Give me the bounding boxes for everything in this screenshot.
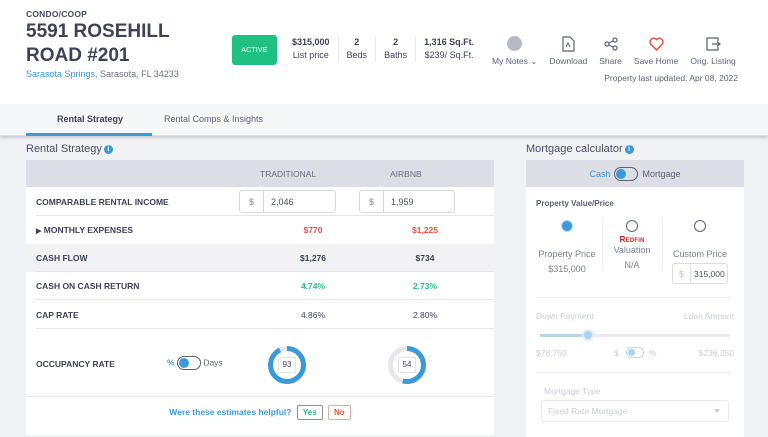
divider <box>662 218 663 270</box>
stat-list-price: $315,000 List price <box>292 37 330 60</box>
property-type: CONDO/COOP <box>26 9 88 19</box>
share-button[interactable]: Share <box>599 35 622 67</box>
share-icon <box>603 36 618 51</box>
pdf-download-icon <box>562 35 575 52</box>
occupancy-donut-traditional: 93 <box>267 345 307 385</box>
mortgage-type-label: Mortgage Type <box>544 386 601 396</box>
cash-mortgage-switch[interactable] <box>614 166 639 181</box>
radio-unselected[interactable] <box>694 220 706 232</box>
donut-arc-airbnb <box>388 346 426 384</box>
city-state-zip: Sarasota, FL 34233 <box>97 69 179 79</box>
loan-amount-label: Loan Amount <box>683 311 734 321</box>
my-notes-button[interactable]: My Notes ⌄ <box>492 35 537 67</box>
property-location: Sarasota Springs, Sarasota, FL 34233 <box>26 68 186 81</box>
occupancy-donut-airbnb: 54 <box>387 345 427 385</box>
chevron-down-icon: ⌄ <box>530 56 538 66</box>
mortgage-type-select[interactable]: Fixed Rate Mortgage <box>541 400 729 422</box>
external-listing-icon <box>705 36 721 51</box>
divider <box>602 218 603 270</box>
table-row-monthly-expenses[interactable]: ▶ MONTHLY EXPENSES $770 $1,225 <box>36 225 438 235</box>
down-payment-label: Down Payment <box>536 311 594 321</box>
table-row-cash-on-cash: CASH ON CASH RETURN 4.74% 2.73% <box>26 272 494 300</box>
redfin-logo: Redfin <box>619 234 645 244</box>
column-airbnb: AIRBNB <box>390 169 422 179</box>
row-divider <box>36 215 494 216</box>
radio-unselected[interactable] <box>626 220 638 232</box>
divider <box>536 297 732 298</box>
down-payment-value: $78,750 <box>536 348 567 358</box>
row-divider <box>36 271 494 272</box>
property-stats: $315,000 List price 2 Beds 2 Baths 1,316 Sq… <box>284 36 482 62</box>
property-value-label: Property Value/Price <box>536 199 614 208</box>
table-header: TRADITIONAL AIRBNB <box>26 160 494 187</box>
row-divider <box>36 328 494 329</box>
rental-strategy-table: TRADITIONAL AIRBNB COMPARABLE RENTAL INC… <box>26 160 494 435</box>
divider <box>536 372 732 373</box>
heart-icon <box>648 37 664 51</box>
tab-rental-comps[interactable]: Rental Comps & Insights <box>164 114 264 124</box>
last-updated: Property last updated: Apr 08, 2022 <box>604 73 738 83</box>
rental-strategy-title: Rental Strategy i <box>26 143 113 155</box>
orig-listing-button[interactable]: Orig. Listing <box>690 35 736 67</box>
column-traditional: TRADITIONAL <box>260 169 317 179</box>
header-actions: My Notes ⌄ Download Share Save Home Orig… <box>492 35 748 67</box>
property-address: 5591 ROSEHILL ROAD #201 <box>26 21 170 66</box>
stat-sqft: 1,316 Sq.Ft. $239/ Sq.Ft. <box>415 36 482 62</box>
option-property-price[interactable]: Property Price $315,000 <box>534 220 600 274</box>
info-icon[interactable]: i <box>103 145 113 154</box>
radio-selected[interactable] <box>561 220 573 232</box>
cash-mortgage-toggle-row: Cash Mortgage <box>526 160 744 187</box>
chevron-down-icon <box>714 409 720 413</box>
table-row-rental-income: COMPARABLE RENTAL INCOME $2,046 $1,959 <box>26 187 494 216</box>
loan-amount-value: $236,250 <box>698 348 734 358</box>
status-badge: ACTIVE <box>232 35 277 65</box>
airbnb-income-input[interactable]: $1,959 <box>359 190 455 213</box>
table-row-cash-flow: CASH FLOW $1,276 $734 <box>26 244 494 272</box>
save-home-button[interactable]: Save Home <box>634 35 678 67</box>
custom-price-input[interactable]: $315,000 <box>672 263 728 284</box>
table-row-cap-rate: CAP RATE 4.86% 2.80% <box>26 300 494 329</box>
stat-baths: 2 Baths <box>375 36 415 62</box>
mortgage-calculator-title: Mortgage calculator i <box>526 143 634 155</box>
feedback-row: Were these estimates helpful? Yes No <box>26 405 494 420</box>
option-redfin-valuation[interactable]: Redfin Valuation N/A <box>604 220 660 270</box>
property-header: CONDO/COOP 5591 ROSEHILL ROAD #201 Saras… <box>0 0 768 104</box>
feedback-no-button[interactable]: No <box>328 405 351 420</box>
download-button[interactable]: Download <box>549 35 587 67</box>
option-custom-price[interactable]: Custom Price <box>666 220 734 259</box>
occupancy-unit-toggle[interactable]: % Days <box>167 356 223 370</box>
slider-fill <box>540 334 588 337</box>
slider-handle[interactable] <box>581 329 594 341</box>
notes-avatar-icon <box>507 36 523 51</box>
info-icon[interactable]: i <box>624 145 634 154</box>
row-divider <box>36 299 494 300</box>
dollar-percent-switch[interactable] <box>626 347 644 358</box>
tab-bar: Rental Strategy Rental Comps & Insights <box>0 104 768 136</box>
feedback-yes-button[interactable]: Yes <box>296 405 323 420</box>
neighborhood-link[interactable]: Sarasota Springs, <box>26 69 98 79</box>
tab-rental-strategy[interactable]: Rental Strategy <box>57 114 124 124</box>
donut-arc-traditional <box>268 346 306 384</box>
active-tab-indicator <box>26 133 152 136</box>
percent-days-switch[interactable] <box>176 356 201 370</box>
table-row-occupancy: OCCUPANCY RATE % Days 93 54 <box>26 329 494 397</box>
expand-caret-icon[interactable]: ▶ <box>36 228 42 235</box>
down-payment-slider[interactable] <box>540 329 730 341</box>
mortgage-calculator: Cash Mortgage Property Value/Price Prope… <box>526 160 744 437</box>
stat-beds: 2 Beds <box>337 36 376 62</box>
traditional-income-input[interactable]: $2,046 <box>239 190 336 213</box>
